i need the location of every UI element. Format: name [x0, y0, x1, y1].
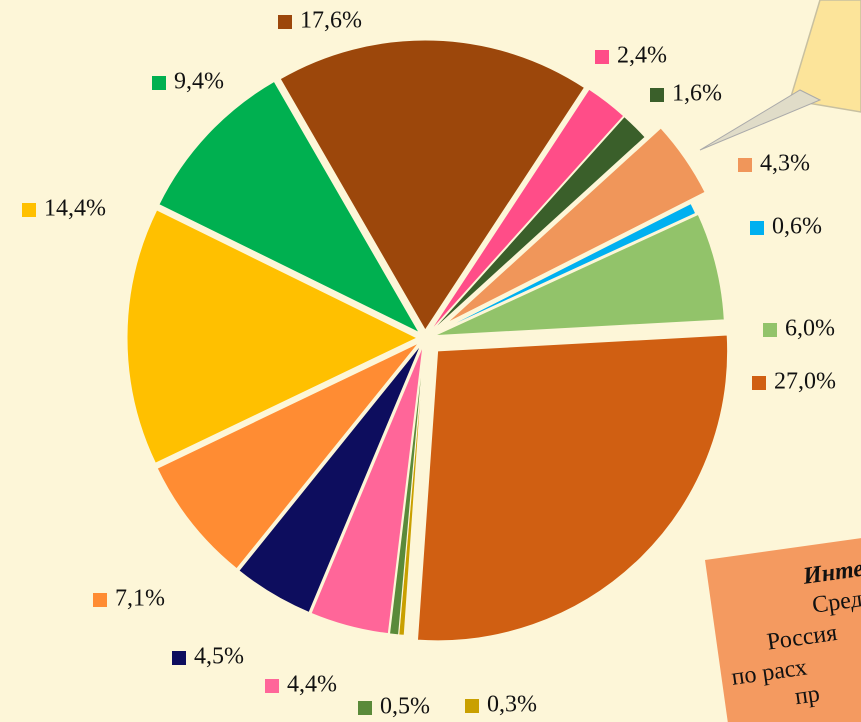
callout-pointer [699, 89, 822, 151]
legend-swatch [152, 76, 166, 90]
data-label: 2,4% [617, 43, 667, 69]
data-label: 1,6% [672, 81, 722, 107]
data-label: 4,3% [760, 151, 810, 177]
pie-slice [310, 345, 424, 635]
data-label: 4,5% [194, 644, 244, 670]
data-label: 14,4% [44, 196, 106, 222]
pie-slice [430, 115, 646, 333]
data-label: 4,4% [287, 672, 337, 698]
legend-swatch [750, 221, 764, 235]
legend-swatch [358, 701, 372, 715]
pie-slice [431, 202, 697, 335]
pie-slice [388, 345, 425, 636]
data-label: 6,0% [785, 316, 835, 342]
callout-box [789, 0, 861, 113]
legend-swatch [595, 50, 609, 64]
pie-slice [429, 88, 625, 332]
legend-swatch [22, 203, 36, 217]
data-label: 7,1% [115, 586, 165, 612]
annotation-text: Сред [811, 586, 861, 619]
pie-slice [279, 39, 586, 331]
data-label: 9,4% [174, 69, 224, 95]
pie-slice [446, 127, 706, 324]
pie-slice [416, 334, 729, 642]
legend-swatch [763, 323, 777, 337]
legend-swatch [265, 679, 279, 693]
data-label: 0,6% [772, 214, 822, 240]
legend-swatch [752, 376, 766, 390]
pie-slice [434, 213, 725, 337]
pie-slice [126, 209, 419, 464]
legend-swatch [738, 158, 752, 172]
pie-slice [156, 342, 420, 570]
pie-slice [238, 344, 422, 614]
legend-swatch [93, 593, 107, 607]
legend-swatch [465, 699, 479, 713]
legend-swatch [650, 88, 664, 102]
annotation-background [705, 523, 861, 722]
pie-slice [158, 80, 421, 334]
data-label: 17,6% [300, 8, 362, 34]
data-label: 0,5% [380, 694, 430, 720]
data-label: 0,3% [487, 692, 537, 718]
legend-swatch [172, 651, 186, 665]
legend-swatch [278, 15, 292, 29]
annotation-text: пр [793, 681, 821, 710]
data-label: 27,0% [774, 369, 836, 395]
